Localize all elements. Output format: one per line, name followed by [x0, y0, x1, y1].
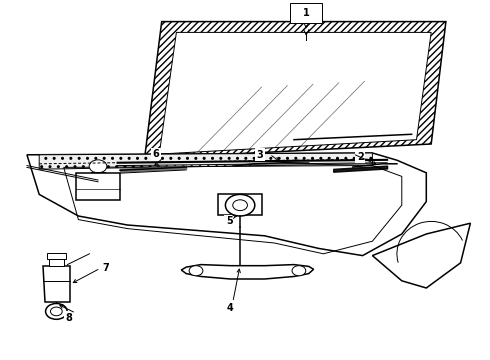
Circle shape [292, 266, 306, 276]
Circle shape [189, 266, 203, 276]
Text: 4: 4 [227, 303, 234, 313]
Bar [76, 173, 120, 200]
Circle shape [225, 194, 255, 216]
Polygon shape [159, 32, 431, 154]
Text: 2: 2 [357, 152, 364, 162]
Bar [47, 253, 66, 259]
Polygon shape [181, 265, 314, 279]
Text: 8: 8 [65, 312, 72, 323]
Text: 3: 3 [256, 150, 263, 160]
Text: 6: 6 [152, 149, 159, 159]
Text: 1: 1 [303, 8, 310, 18]
Polygon shape [145, 22, 446, 158]
Bar [290, 3, 322, 23]
Bar [49, 257, 64, 266]
Polygon shape [27, 153, 426, 256]
Bar [218, 194, 262, 215]
Polygon shape [39, 153, 372, 169]
Polygon shape [43, 266, 70, 302]
Polygon shape [372, 223, 470, 288]
Circle shape [89, 160, 107, 173]
Circle shape [46, 303, 67, 319]
Text: 7: 7 [102, 263, 109, 273]
Text: 5: 5 [226, 216, 233, 226]
